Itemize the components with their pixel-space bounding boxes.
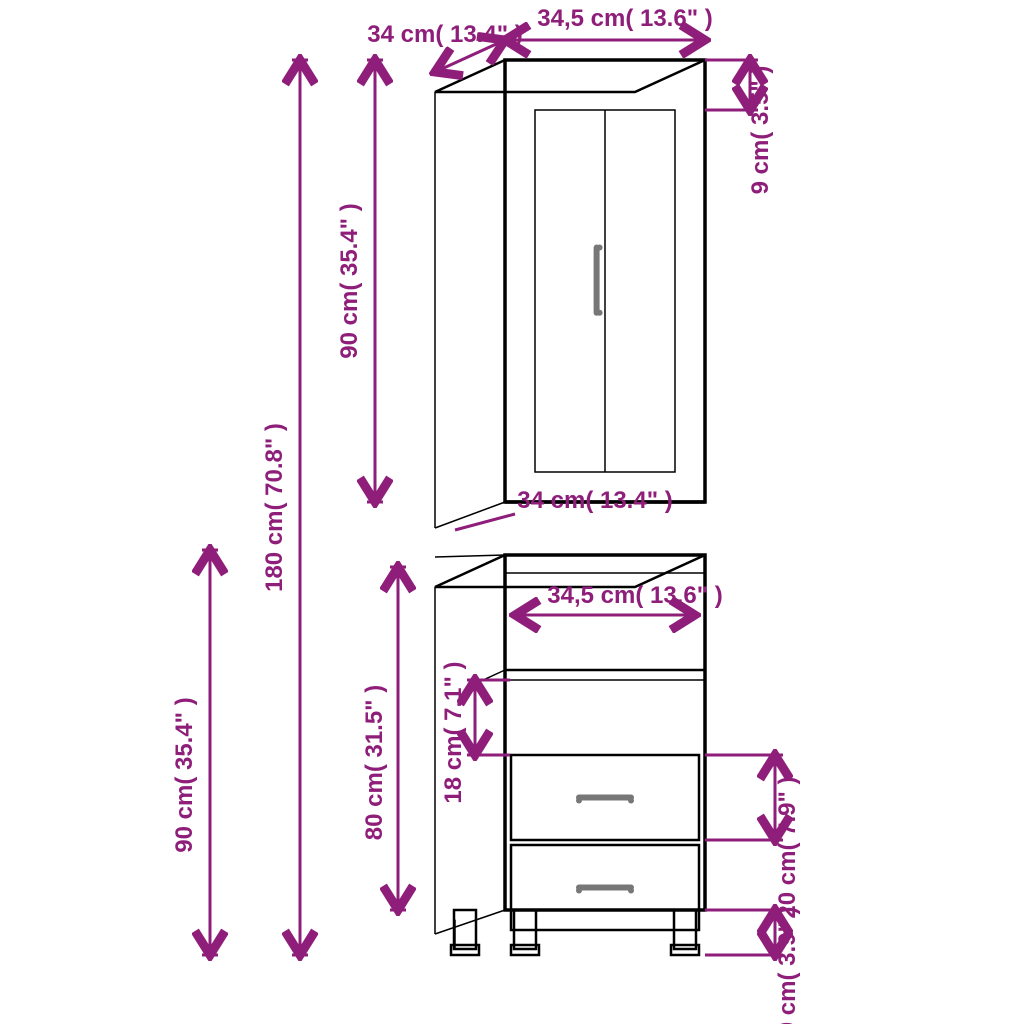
dim-label: 80 cm( 31.5" ) bbox=[361, 685, 388, 840]
dim-label: 90 cm( 35.4" ) bbox=[171, 697, 198, 852]
dim-label: 34 cm( 13.4" ) bbox=[517, 487, 672, 514]
dim-label: 10 cm( 3.9" ) bbox=[774, 906, 801, 1024]
dim-label: 180 cm( 70.8" ) bbox=[261, 423, 288, 592]
dim-label: 20 cm( 7.9" ) bbox=[774, 776, 801, 918]
dim-label: 34,5 cm( 13.6" ) bbox=[537, 5, 712, 32]
dim-label: 34,5 cm( 13.6" ) bbox=[547, 582, 722, 609]
dim-label: 9 cm( 3.5" ) bbox=[747, 66, 774, 195]
dim-label: 18 cm( 7.1" ) bbox=[440, 661, 467, 803]
dim-label: 34 cm( 13.4" ) bbox=[367, 21, 522, 48]
dim-label: 90 cm( 35.4" ) bbox=[336, 203, 363, 358]
